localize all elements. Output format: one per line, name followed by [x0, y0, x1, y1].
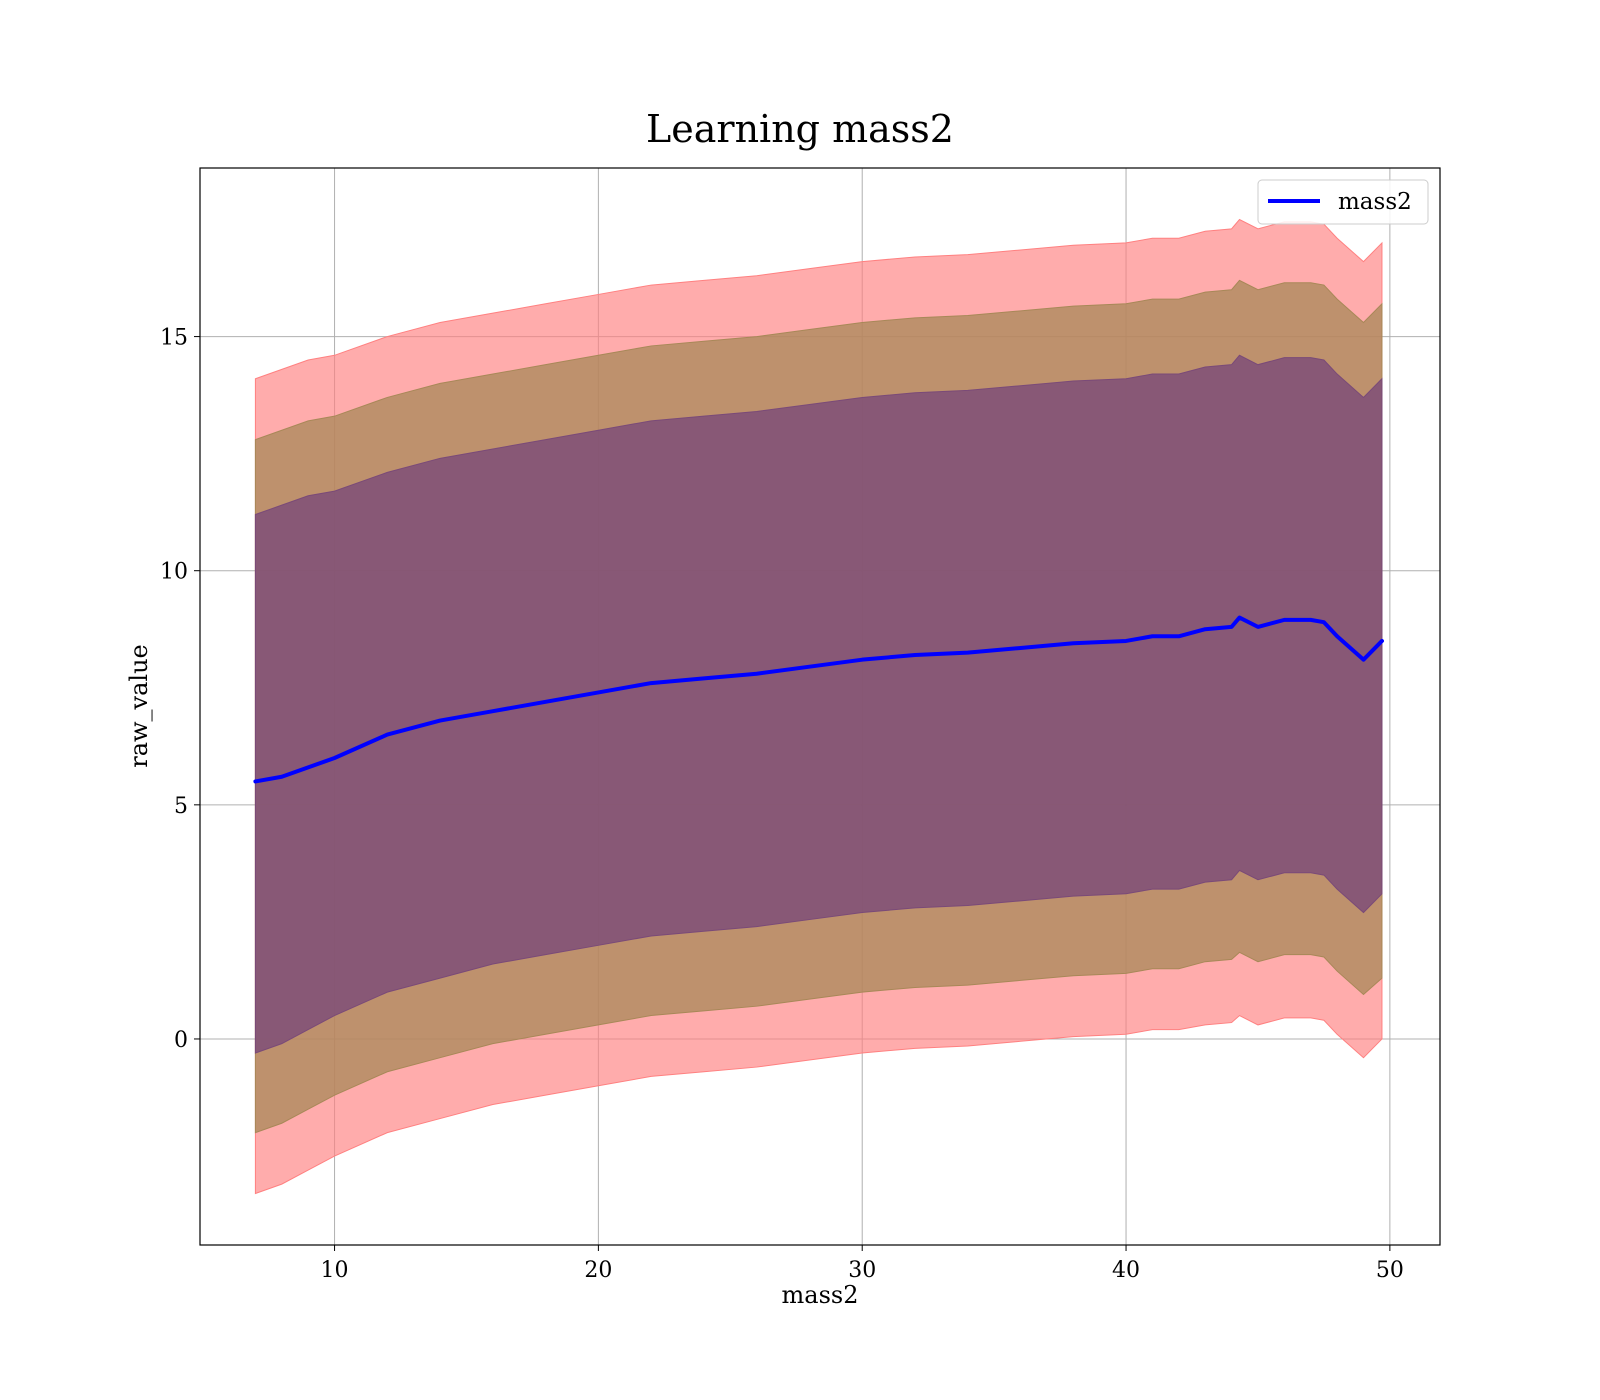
confidence-bands [254, 218, 1383, 1195]
x-tick-label: 30 [848, 1258, 876, 1283]
plot-frame [199, 167, 1441, 1246]
y-axis-label: raw_value [125, 644, 153, 768]
ticks: 10 20 30 40 50 0 5 10 15 [160, 326, 1404, 1283]
mean-line-layer [253, 615, 1384, 784]
y-tick-label: 0 [174, 1028, 188, 1053]
legend: mass2 [1257, 179, 1429, 225]
y-tick-label: 15 [160, 326, 188, 351]
x-tick-label: 50 [1376, 1258, 1404, 1283]
y-tick-label: 10 [160, 560, 188, 585]
x-axis-label: mass2 [782, 1281, 859, 1309]
legend-label-mass2: mass2 [1338, 189, 1412, 215]
x-tick-label: 10 [321, 1258, 349, 1283]
legend-box [1257, 179, 1429, 225]
chart-title: Learning mass2 [646, 107, 954, 151]
y-tick-label: 5 [174, 794, 188, 819]
band-3 [254, 354, 1383, 1054]
x-tick-label: 40 [1112, 1258, 1140, 1283]
series-line-mass2 [253, 615, 1384, 784]
x-tick-label: 20 [584, 1258, 612, 1283]
